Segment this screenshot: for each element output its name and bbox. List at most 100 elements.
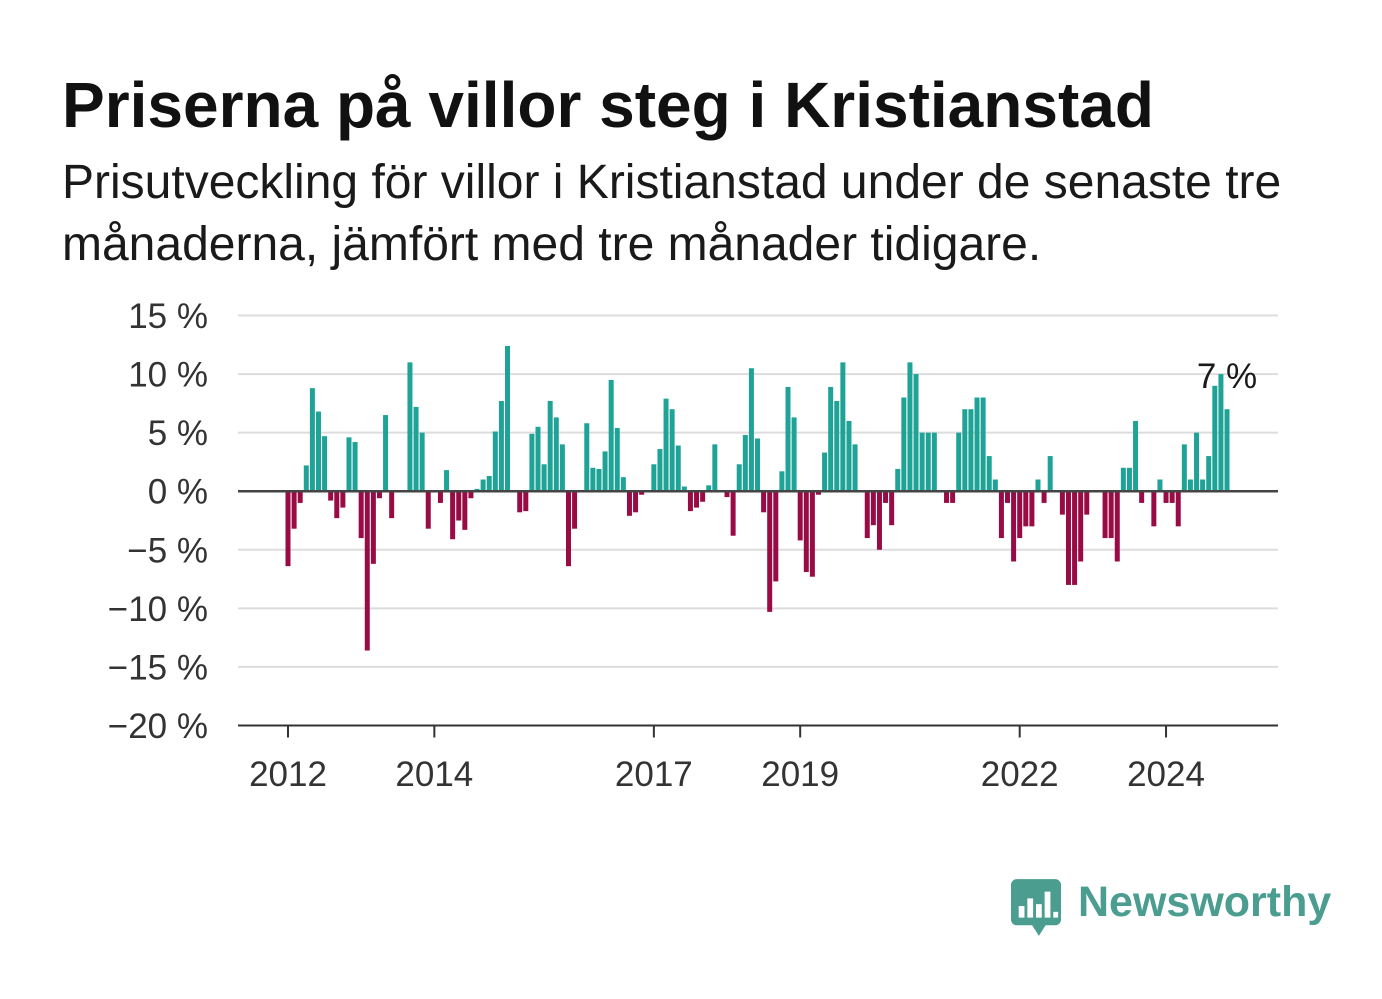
bar-2020-06 — [901, 397, 907, 492]
bar-2015-05 — [529, 433, 535, 492]
bar-2017-05 — [675, 445, 681, 492]
bar-2013-01 — [358, 491, 364, 539]
bar-2019-02 — [803, 491, 809, 573]
bar-2012-01 — [285, 491, 291, 567]
bar-2018-01 — [724, 491, 730, 498]
bar-2014-12 — [498, 401, 504, 492]
y-tick-label: −5 % — [127, 531, 208, 570]
bar-2012-07 — [322, 436, 328, 492]
bar-2021-03 — [956, 432, 962, 492]
bar-2022-04 — [1035, 479, 1041, 492]
bar-2022-01 — [1017, 491, 1023, 539]
bar-2024-10 — [1218, 374, 1224, 492]
bar-2017-01 — [651, 464, 657, 492]
bar-2021-02 — [950, 491, 956, 503]
bar-2021-09 — [992, 479, 998, 492]
logo-bar-3 — [1036, 904, 1042, 918]
bar-2013-12 — [425, 491, 431, 529]
bar-2015-07 — [541, 464, 547, 492]
bar-2017-11 — [712, 444, 718, 492]
bar-2020-05 — [895, 468, 901, 492]
bar-2013-11 — [419, 432, 425, 492]
bar-2014-07 — [468, 491, 474, 499]
bar-2018-08 — [767, 491, 773, 612]
bar-2020-02 — [876, 491, 882, 550]
bar-2012-08 — [328, 491, 334, 501]
bar-2020-09 — [919, 432, 925, 492]
bar-2016-11 — [639, 491, 645, 495]
logo-dot — [1053, 911, 1059, 918]
x-tick-label: 2012 — [249, 755, 327, 794]
bar-2021-07 — [980, 397, 986, 492]
bar-2012-04 — [303, 465, 309, 492]
bar-2020-07 — [907, 362, 913, 492]
bar-2021-05 — [968, 409, 974, 492]
bar-2019-10 — [852, 444, 858, 492]
bar-2019-12 — [864, 491, 870, 539]
bar-2013-04 — [376, 491, 382, 499]
bar-2018-03 — [736, 464, 742, 492]
bar-2023-08 — [1133, 420, 1139, 492]
newsworthy-logo: Newsworthy — [1011, 879, 1341, 941]
newsworthy-logo-text: Newsworthy — [1078, 878, 1332, 926]
bar-2021-08 — [986, 456, 992, 492]
bar-2018-02 — [730, 491, 736, 536]
logo-bar-1 — [1018, 906, 1025, 918]
y-tick-label: −20 % — [108, 707, 208, 746]
bar-2016-06 — [608, 379, 614, 492]
y-tick-label: 15 % — [128, 297, 208, 336]
bar-2022-11 — [1078, 491, 1084, 562]
bar-2019-01 — [797, 491, 803, 541]
bar-2022-02 — [1023, 491, 1029, 527]
bar-2024-05 — [1187, 479, 1193, 492]
bar-2015-10 — [559, 444, 565, 492]
bar-2024-03 — [1175, 491, 1181, 527]
bars — [285, 345, 1230, 651]
x-tick-label: 2019 — [761, 755, 839, 794]
bar-2024-02 — [1169, 491, 1175, 503]
bar-2019-05 — [822, 452, 828, 492]
bar-2020-10 — [925, 432, 931, 492]
bar-2024-09 — [1212, 385, 1218, 492]
bar-2020-11 — [931, 432, 937, 492]
bar-2014-02 — [437, 491, 443, 503]
bar-2015-08 — [547, 401, 553, 492]
y-axis-labels: 15 % 10 % 5 % 0 % −5 % −10 % −15 % −20 % — [108, 297, 208, 746]
bar-2012-05 — [309, 388, 315, 492]
bar-2014-04 — [450, 491, 456, 540]
bar-2021-11 — [1005, 491, 1010, 503]
bar-2019-04 — [815, 491, 821, 495]
bar-2021-01 — [944, 491, 950, 503]
y-tick-label: 5 % — [148, 414, 208, 453]
bar-2015-09 — [553, 417, 559, 492]
chart-subtitle: Prisutveckling för villor i Kristianstad… — [62, 156, 1282, 271]
bar-2017-06 — [681, 486, 687, 492]
bar-2022-05 — [1041, 491, 1047, 503]
bar-2013-03 — [370, 491, 376, 564]
bar-2012-09 — [334, 491, 340, 519]
bar-2018-07 — [761, 491, 767, 513]
bar-2012-02 — [291, 491, 297, 529]
bar-2019-09 — [846, 420, 852, 492]
bar-2016-09 — [626, 491, 632, 516]
bar-2017-10 — [706, 485, 712, 492]
bar-2023-06 — [1120, 467, 1126, 492]
bar-2013-06 — [389, 491, 395, 519]
x-tick-label: 2024 — [1127, 755, 1205, 794]
bar-2022-12 — [1084, 491, 1090, 515]
bar-2014-09 — [480, 479, 486, 492]
bar-2023-03 — [1102, 491, 1108, 539]
bar-2016-03 — [590, 467, 596, 492]
bar-2018-09 — [773, 491, 779, 582]
bar-2024-07 — [1200, 479, 1206, 492]
bar-2013-10 — [413, 406, 419, 492]
bar-2012-10 — [340, 491, 346, 508]
bar-2017-03 — [663, 398, 669, 492]
bar-2016-10 — [633, 491, 639, 513]
bar-2017-08 — [694, 491, 700, 508]
bar-2018-10 — [779, 471, 785, 492]
bar-2020-01 — [870, 491, 876, 526]
bar-2015-03 — [517, 491, 523, 513]
bar-2015-12 — [572, 491, 578, 529]
bar-2012-11 — [346, 437, 352, 492]
